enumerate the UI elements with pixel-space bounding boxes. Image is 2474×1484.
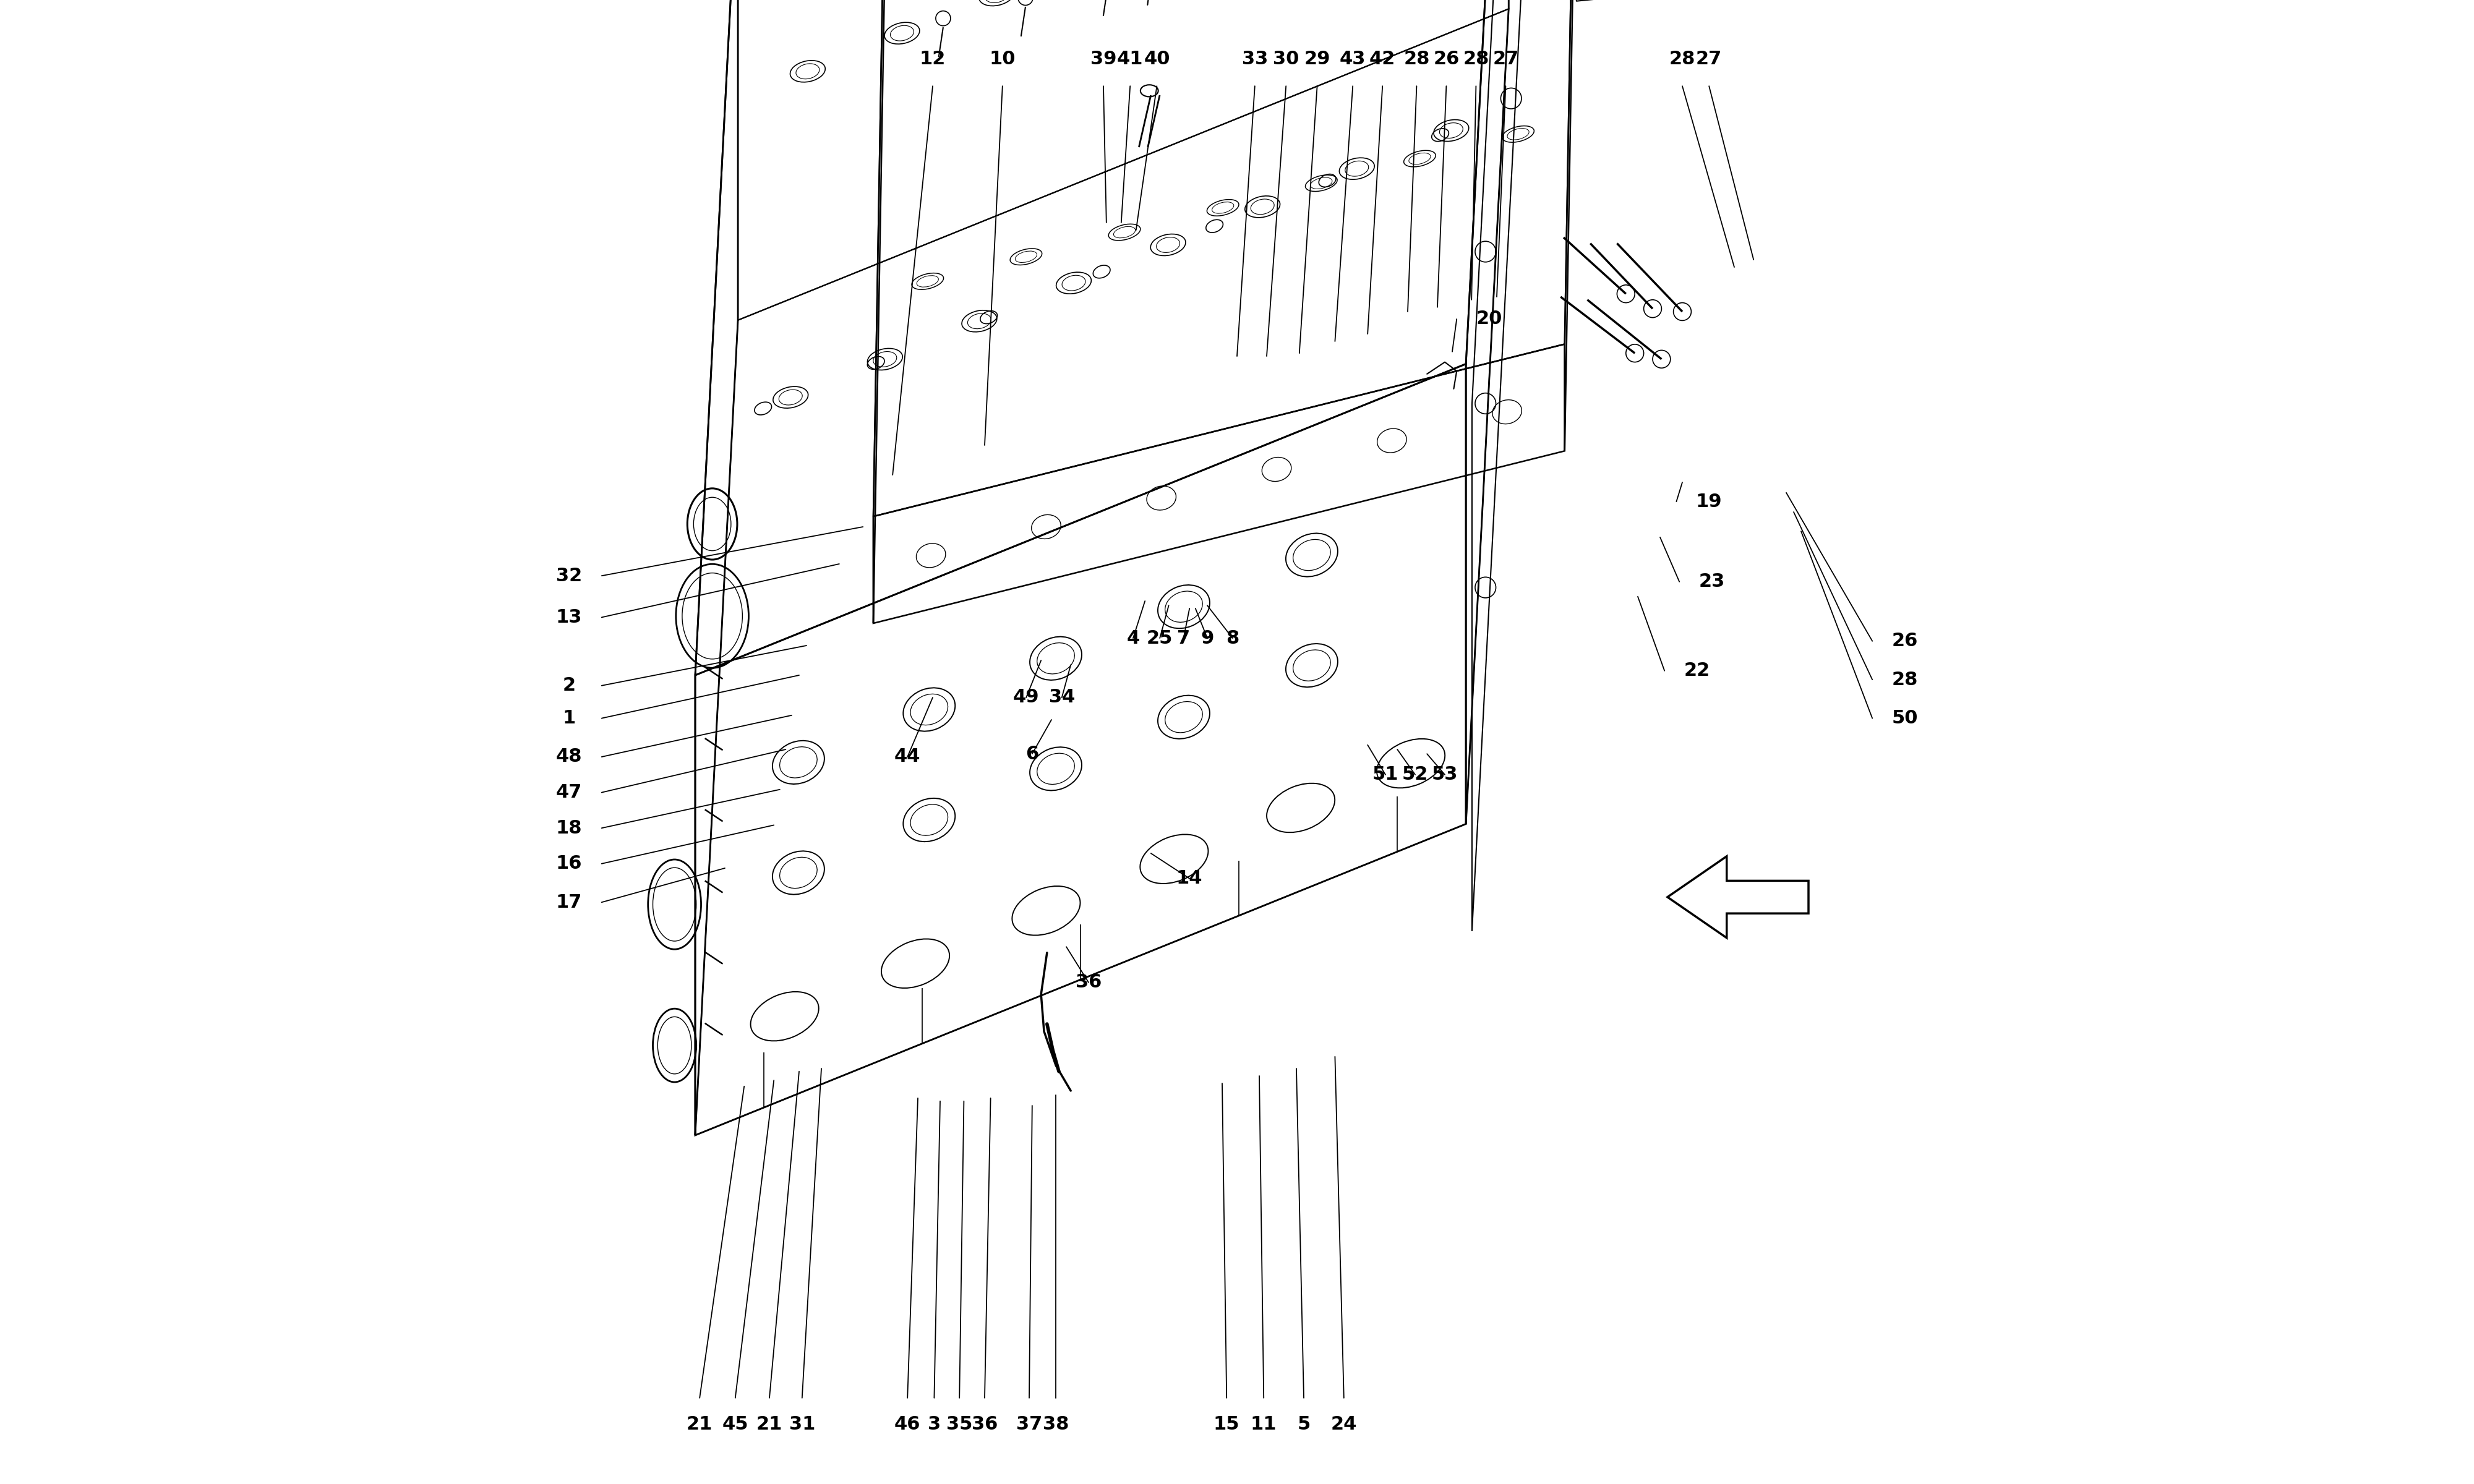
Text: 28: 28 [1462,50,1489,68]
Text: 28: 28 [1403,50,1430,68]
Text: 8: 8 [1227,629,1239,647]
Text: 33: 33 [1242,50,1267,68]
Text: 50: 50 [1893,709,1917,727]
Text: 49: 49 [1012,689,1039,706]
Text: 22: 22 [1685,662,1710,680]
Text: 20: 20 [1477,310,1502,328]
Text: 43: 43 [1341,50,1366,68]
Text: 15: 15 [1212,1416,1239,1434]
Text: 39: 39 [1091,50,1116,68]
Text: 36: 36 [972,1416,997,1434]
Text: 28: 28 [1670,50,1695,68]
Text: 34: 34 [1049,689,1074,706]
Text: 10: 10 [990,50,1017,68]
Text: 3: 3 [928,1416,940,1434]
Text: 46: 46 [893,1416,920,1434]
Text: 26: 26 [1432,50,1460,68]
Text: 25: 25 [1148,629,1173,647]
Text: 42: 42 [1371,50,1395,68]
Text: 37: 37 [1017,1416,1042,1434]
Text: 52: 52 [1403,766,1427,784]
Text: 53: 53 [1432,766,1457,784]
Text: 7: 7 [1178,629,1190,647]
Text: 38: 38 [1044,1416,1069,1434]
Text: 29: 29 [1304,50,1331,68]
Text: 30: 30 [1274,50,1299,68]
Text: 13: 13 [557,608,581,626]
Text: 5: 5 [1296,1416,1311,1434]
Text: 27: 27 [1697,50,1722,68]
Text: 6: 6 [1027,745,1039,763]
Text: 21: 21 [757,1416,782,1434]
Text: 12: 12 [920,50,945,68]
Text: 35: 35 [948,1416,972,1434]
Text: 4: 4 [1126,629,1141,647]
Text: 44: 44 [893,748,920,766]
Text: 2: 2 [562,677,576,695]
Text: 11: 11 [1249,1416,1277,1434]
Text: 14: 14 [1175,870,1202,887]
Text: 19: 19 [1695,493,1722,510]
Text: 21: 21 [688,1416,713,1434]
Text: 16: 16 [557,855,581,873]
Text: 32: 32 [557,567,581,585]
Text: 9: 9 [1200,629,1215,647]
Text: 23: 23 [1700,573,1724,591]
Text: 17: 17 [557,893,581,911]
Text: 24: 24 [1331,1416,1356,1434]
Text: 41: 41 [1116,50,1143,68]
Text: 51: 51 [1373,766,1398,784]
Text: 28: 28 [1893,671,1917,689]
Text: 36: 36 [1076,974,1101,991]
Text: 1: 1 [562,709,576,727]
Text: 31: 31 [789,1416,814,1434]
Text: 40: 40 [1143,50,1170,68]
Text: 47: 47 [557,784,581,801]
Text: 45: 45 [722,1416,750,1434]
Text: 26: 26 [1893,632,1917,650]
Text: 27: 27 [1492,50,1519,68]
Text: 48: 48 [557,748,581,766]
Text: 18: 18 [557,819,581,837]
